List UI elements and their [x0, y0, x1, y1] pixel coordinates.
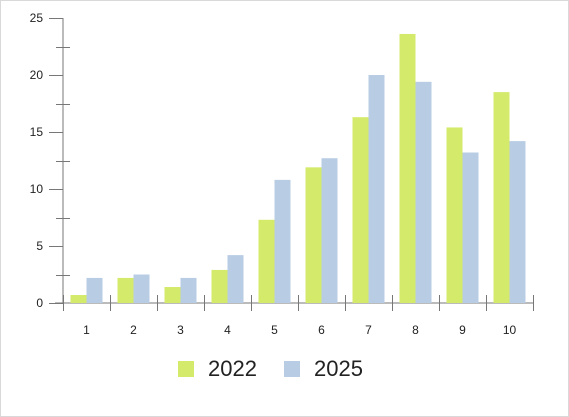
x-tick-label: 9 [459, 323, 466, 337]
x-tick-label: 1 [83, 323, 90, 337]
bar-2022-3 [164, 287, 181, 303]
legend-label-2022: 2022 [208, 356, 257, 381]
y-tick-label: 15 [30, 125, 44, 139]
bar-2022-1 [70, 295, 87, 303]
bar-2022-4 [211, 269, 228, 303]
x-tick-label: 8 [412, 323, 419, 337]
bar-2022-9 [446, 127, 463, 303]
y-tick-label: 5 [36, 239, 43, 253]
bar-2025-7 [368, 75, 385, 303]
y-tick-label: 0 [36, 296, 43, 310]
tick-labels-group: 0 5 10 15 20 25 1 2 3 4 5 6 7 8 9 10 [30, 11, 517, 337]
x-tick-label: 3 [177, 323, 184, 337]
x-tick-label: 6 [318, 323, 325, 337]
y-tick-label: 25 [30, 11, 44, 25]
legend: 2022 2025 [178, 356, 363, 381]
bar-2022-8 [399, 33, 416, 304]
bar-2022-6 [305, 167, 322, 303]
x-tick-label: 5 [271, 323, 278, 337]
bar-2025-8 [415, 81, 432, 303]
y-tick-label: 10 [30, 182, 44, 196]
bar-2025-1 [86, 277, 103, 303]
x-tick-label: 7 [365, 323, 372, 337]
bars-group [70, 33, 526, 304]
bar-2025-9 [462, 152, 479, 303]
bar-2022-2 [117, 277, 134, 303]
bar-2025-5 [274, 179, 291, 303]
bar-2025-4 [227, 255, 244, 303]
bar-2025-2 [133, 274, 150, 303]
bar-2022-5 [258, 219, 275, 303]
bar-2022-7 [352, 117, 369, 304]
bar-2022-10 [493, 92, 510, 303]
x-tick-label: 4 [224, 323, 231, 337]
x-tick-label: 10 [503, 323, 517, 337]
x-tick-label: 2 [130, 323, 137, 337]
bar-2025-10 [509, 141, 526, 303]
bar-2025-3 [180, 277, 197, 303]
legend-swatch-2025 [284, 361, 300, 377]
bar-2025-6 [321, 158, 338, 303]
legend-label-2025: 2025 [314, 356, 363, 381]
y-tick-label: 20 [30, 68, 44, 82]
legend-swatch-2022 [178, 361, 194, 377]
